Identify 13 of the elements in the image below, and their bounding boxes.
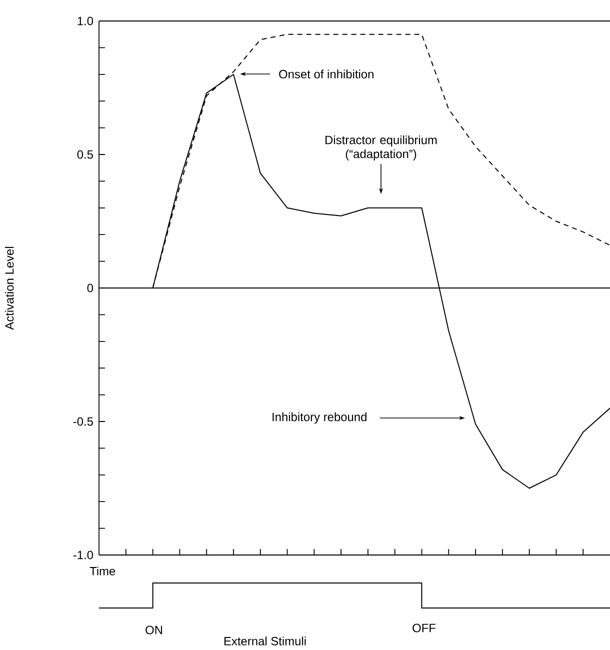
annotation: Distractor equilibrium (“adaptation”) [326,135,437,161]
x-axis-title: Time [90,566,116,576]
y-tick-label: -0.5 [73,417,93,426]
y-tick-label: -1.0 [73,550,94,560]
text: ON [146,626,162,634]
y-tick-label: 0 [87,284,94,292]
y-axis-title: Activation Level [4,246,14,330]
text: External Stimuli [224,636,306,646]
text: OFF [412,624,436,632]
y-tick-label: 0.5 [77,150,93,159]
annotation: Onset of inhibition [279,70,374,78]
y-tick-label: 1.0 [78,16,94,26]
annotation: Inhibitory rebound [272,412,366,424]
